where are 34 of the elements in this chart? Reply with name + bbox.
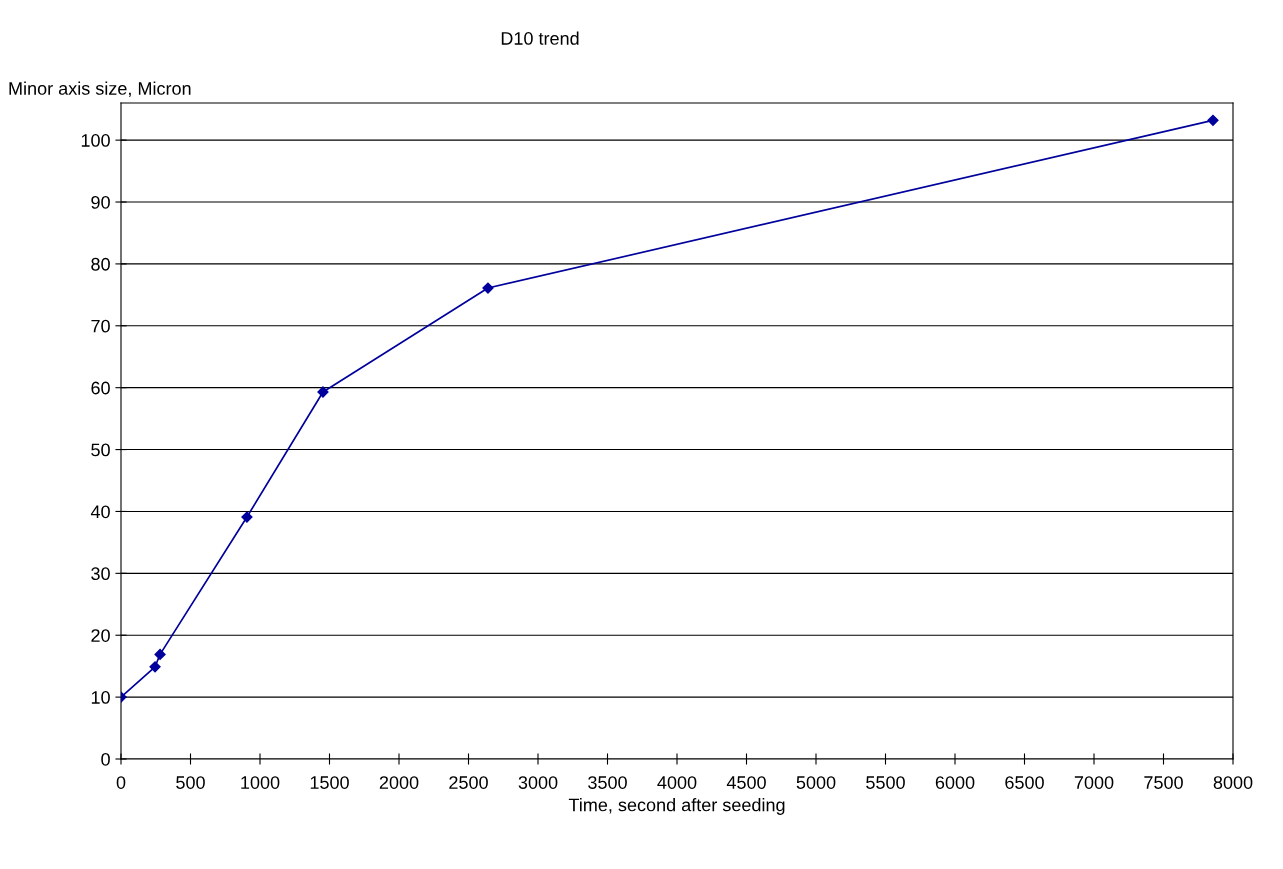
x-tick-label: 3000 [518,776,558,789]
y-tick-label: 70 [91,319,110,333]
y-tick-label: 50 [91,443,110,457]
x-tick-label: 6500 [1005,776,1044,789]
point [154,648,166,661]
x-tick-label: 2500 [449,776,488,789]
y-tick-label: 40 [90,505,110,519]
x-tick-label: 5500 [866,776,905,789]
x-tick-label: 7500 [1144,776,1183,789]
x-axis-title: Time, second after seeding [568,798,785,815]
x-tick-label: 7000 [1074,776,1114,789]
y-tick-label: 80 [91,257,110,271]
chart-title: D10 trend [501,31,579,45]
x-tick-label: 8000 [1213,776,1253,789]
y-tick-label: 0 [101,752,110,766]
y-axis-title: Minor axis size, Micron [9,81,191,97]
point [149,661,161,673]
x-tick-label: 1000 [241,776,280,789]
y-tick-label: 100 [81,134,110,147]
x-tick-label: 500 [176,776,205,789]
x-tick-label: 6000 [935,776,975,789]
x-tick-label: 1500 [310,776,349,789]
point [1207,114,1219,126]
x-tick-label: 0 [116,776,126,789]
x-tick-label: 3500 [588,776,627,789]
y-tick-label: 90 [91,195,110,209]
y-tick-label: 20 [91,629,110,642]
y-tick-label: 60 [91,381,110,395]
x-tick-label: 4500 [726,776,766,789]
x-tick-label: 2000 [379,776,419,789]
y-tick-label: 30 [91,567,110,581]
x-tick-label: 5000 [796,776,836,789]
y-tick-label: 10 [91,691,110,704]
x-tick-label: 4000 [657,776,697,789]
